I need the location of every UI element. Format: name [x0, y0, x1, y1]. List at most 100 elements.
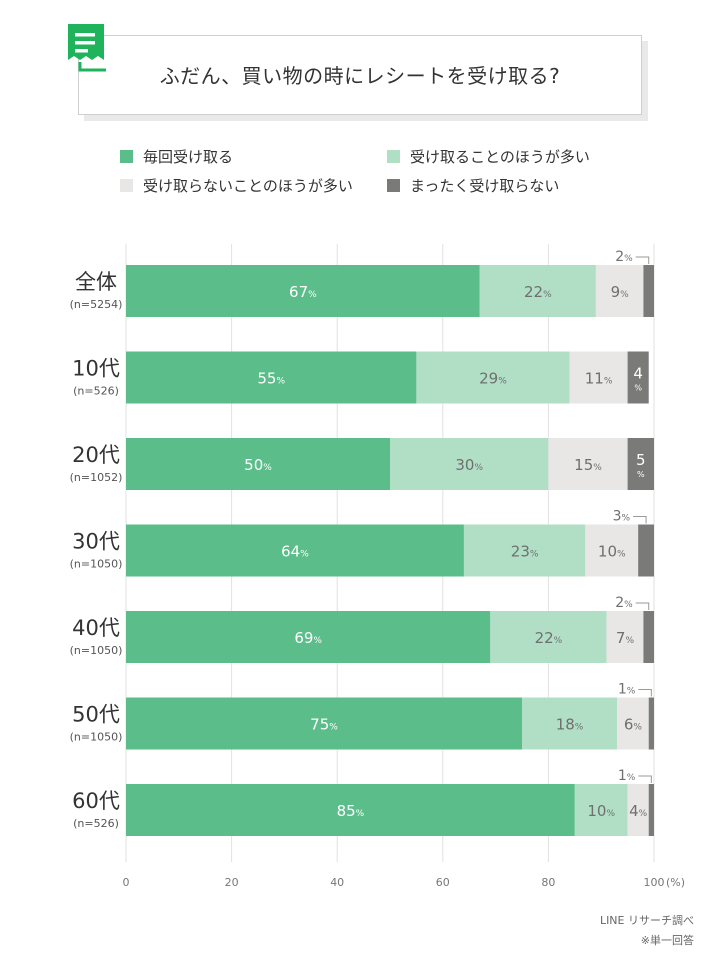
legend-swatch-1 [120, 150, 133, 163]
bar-segment-1-0 [126, 351, 417, 404]
answer-note: ※単一回答 [640, 934, 694, 947]
bar-segment-2-3 [627, 438, 654, 490]
category-label-6: 60代 [72, 789, 120, 813]
bar-segment-1-1 [416, 351, 570, 404]
bar-segment-2-2 [548, 438, 628, 490]
leader-line-5 [638, 689, 652, 697]
data-label-5-3: 1% [618, 682, 636, 698]
x-tick-label-100: 100 [644, 876, 665, 889]
legend-item-3: 受け取らないことのほうが多い [120, 175, 353, 196]
bar-segment-6-3 [648, 784, 654, 836]
data-label-unit-1-3: % [634, 384, 642, 393]
bar-segment-4-3 [643, 611, 654, 663]
data-label-0-1: 22% [524, 283, 552, 301]
data-label-4-3: 2% [615, 595, 633, 611]
data-label-5-2: 6% [624, 716, 643, 734]
data-label-4-0: 69% [294, 629, 322, 647]
bar-segment-1-3 [627, 351, 649, 404]
legend-item-2: 受け取ることのほうが多い [387, 146, 590, 167]
bar-segment-0-3 [643, 265, 654, 317]
data-label-0-0: 67% [289, 283, 317, 301]
data-label-unit-2-3: % [637, 470, 645, 479]
x-tick-label-0: 0 [123, 876, 130, 889]
bar-segment-6-2 [627, 784, 649, 836]
data-label-3-3: 3% [613, 509, 631, 525]
x-tick-label-20: 20 [225, 876, 239, 889]
data-label-1-3: 4 [633, 365, 643, 383]
legend: 毎回受け取る 受け取ることのほうが多い 受け取らないことのほうが多い まったく受… [120, 146, 640, 206]
data-label-1-2: 11% [585, 370, 613, 388]
legend-label-4: まったく受け取らない [410, 177, 560, 195]
category-sub-label-6: (n=526) [73, 817, 119, 830]
bar-segment-4-1 [490, 611, 607, 663]
data-label-4-1: 22% [535, 629, 563, 647]
legend-swatch-4 [387, 179, 400, 192]
bar-segment-0-1 [479, 265, 596, 317]
data-label-6-2: 4% [629, 802, 648, 820]
data-label-6-1: 10% [587, 802, 615, 820]
bar-segment-1-2 [569, 351, 628, 404]
bar-segment-2-1 [390, 438, 549, 490]
bar-segment-3-1 [463, 524, 586, 577]
leader-line-3 [633, 516, 647, 524]
bar-segment-5-2 [617, 697, 649, 750]
legend-item-1: 毎回受け取る [120, 146, 233, 167]
bar-segment-2-0 [126, 438, 390, 490]
receipt-icon [68, 24, 106, 72]
data-label-2-2: 15% [574, 456, 602, 474]
category-sub-label-3: (n=1050) [70, 558, 123, 571]
x-tick-label-60: 60 [436, 876, 450, 889]
category-sub-label-0: (n=5254) [70, 298, 123, 311]
source-note: LINE リサーチ調べ [599, 914, 694, 927]
legend-label-1: 毎回受け取る [143, 148, 234, 166]
bar-segment-0-0 [126, 265, 480, 317]
data-label-3-0: 64% [281, 543, 309, 561]
legend-item-4: まったく受け取らない [387, 175, 559, 196]
category-label-2: 20代 [72, 443, 120, 467]
data-label-2-1: 30% [455, 456, 483, 474]
leader-line-4 [635, 602, 650, 610]
title-box: ふだん、買い物の時にレシートを受け取る? [78, 35, 642, 115]
data-label-3-2: 10% [598, 543, 626, 561]
data-label-0-3: 2% [615, 249, 633, 265]
x-axis-unit: (%) [666, 876, 685, 889]
bar-segment-4-2 [606, 611, 644, 663]
bar-segment-3-2 [585, 524, 639, 577]
category-sub-label-2: (n=1052) [70, 471, 123, 484]
bar-segment-3-3 [638, 524, 654, 577]
data-label-2-0: 50% [244, 456, 272, 474]
chart-title: ふだん、買い物の時にレシートを受け取る? [159, 64, 561, 88]
category-label-4: 40代 [72, 616, 120, 640]
category-sub-label-4: (n=1050) [70, 644, 123, 657]
category-label-0: 全体 [75, 270, 117, 294]
bar-segment-5-3 [648, 697, 654, 750]
bar-segment-4-0 [126, 611, 491, 663]
legend-swatch-3 [120, 179, 133, 192]
data-label-6-0: 85% [337, 802, 365, 820]
bar-segment-6-1 [574, 784, 628, 836]
bar-segment-5-1 [522, 697, 618, 750]
category-sub-label-1: (n=526) [73, 385, 119, 398]
leader-line-0 [635, 256, 650, 264]
category-label-5: 50代 [72, 703, 120, 727]
data-label-4-2: 7% [616, 629, 635, 647]
bar-segment-0-2 [595, 265, 644, 317]
data-label-1-1: 29% [479, 370, 507, 388]
leader-line-6 [638, 775, 652, 783]
category-sub-label-5: (n=1050) [70, 731, 123, 744]
bar-segment-3-0 [126, 524, 464, 577]
x-tick-label-40: 40 [330, 876, 344, 889]
bar-segment-6-0 [126, 784, 575, 836]
category-label-3: 30代 [72, 530, 120, 554]
data-label-2-3: 5 [636, 451, 646, 469]
data-label-6-3: 1% [618, 768, 636, 784]
data-label-5-1: 18% [556, 716, 584, 734]
data-label-3-1: 23% [511, 543, 539, 561]
data-label-0-2: 9% [611, 283, 630, 301]
category-label-1: 10代 [72, 357, 120, 381]
legend-label-3: 受け取らないことのほうが多い [143, 177, 353, 195]
legend-swatch-2 [387, 150, 400, 163]
x-tick-label-80: 80 [541, 876, 555, 889]
bar-segment-5-0 [126, 697, 522, 750]
